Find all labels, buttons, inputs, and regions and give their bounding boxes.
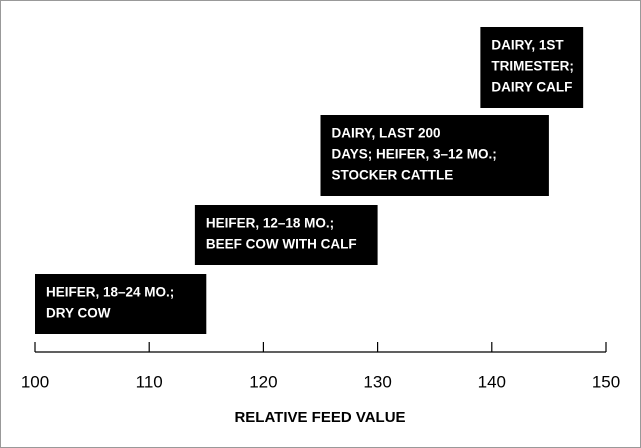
range-label: DAIRY, 1ST xyxy=(491,38,564,53)
range-label: HEIFER, 12–18 MO.; xyxy=(206,216,334,231)
x-tick-label: 150 xyxy=(592,372,620,391)
range-label: HEIFER, 18–24 MO.; xyxy=(46,285,174,300)
range-label: DAIRY, LAST 200 xyxy=(332,126,441,141)
x-tick-label: 120 xyxy=(249,372,277,391)
range-box xyxy=(35,274,207,334)
range-label: DAYS; HEIFER, 3–12 MO.; xyxy=(332,147,497,162)
range-label: TRIMESTER; xyxy=(491,59,574,74)
range-label: DAIRY CALF xyxy=(491,80,572,95)
range-label: DRY COW xyxy=(46,306,111,321)
x-axis-title: RELATIVE FEED VALUE xyxy=(234,409,405,426)
range-box xyxy=(194,205,378,265)
range-label: STOCKER CATTLE xyxy=(332,168,454,183)
x-tick-label: 140 xyxy=(478,372,506,391)
range-box xyxy=(320,115,549,196)
x-tick-label: 130 xyxy=(363,372,391,391)
range-label: BEEF COW WITH CALF xyxy=(206,237,357,252)
x-tick-label: 100 xyxy=(21,372,49,391)
x-tick-label: 110 xyxy=(136,372,163,391)
range-box xyxy=(480,27,584,108)
